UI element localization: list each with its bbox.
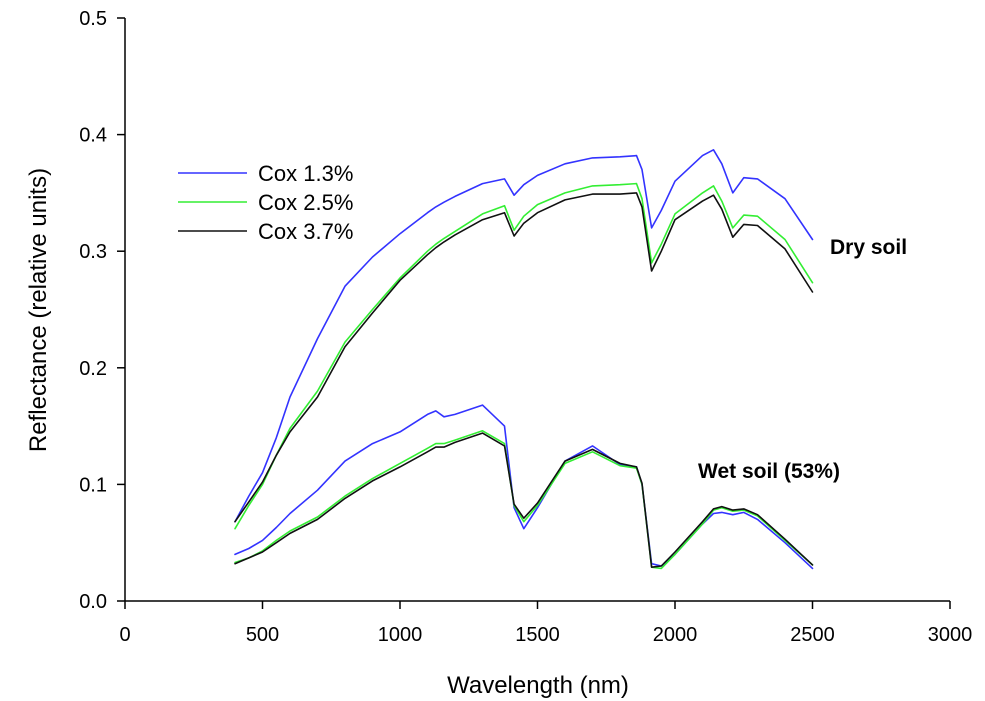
annotation-wet-soil: Wet soil (53%) [698, 460, 840, 483]
axes-group: 0 500 1000 1500 2000 2500 3000 0.0 0.1 0.2 0.3 0.4 0… [79, 8, 972, 646]
x-axis-label: Wavelength (nm) [447, 672, 629, 699]
x-tick-label: 3000 [928, 624, 973, 646]
x-tick-label: 1000 [378, 624, 423, 646]
series-line-cox-1-3-dry [234, 149, 814, 523]
y-tick-label: 0.1 [79, 474, 107, 496]
y-tick-label: 0.0 [79, 591, 107, 613]
series-group [234, 149, 814, 570]
y-tick-label: 0.3 [79, 241, 107, 263]
series-line-cox-2-5-dry [234, 182, 814, 530]
series-line-cox-2-5-wet [234, 429, 814, 570]
series-line-cox-3-7-wet [234, 432, 814, 569]
legend-label: Cox 3.7% [258, 219, 353, 244]
series-line-cox-1-3-wet [234, 404, 814, 570]
legend: Cox 1.3% Cox 2.5% Cox 3.7% [178, 161, 353, 244]
x-tick-label: 500 [246, 624, 279, 646]
series-line-cox-3-7-dry [234, 192, 814, 523]
y-axis-label: Reflectance (relative units) [25, 168, 52, 452]
x-tick-label: 2500 [790, 624, 835, 646]
legend-label: Cox 1.3% [258, 161, 353, 186]
annotation-dry-soil: Dry soil [830, 236, 907, 259]
y-tick-label: 0.5 [79, 8, 107, 30]
y-tick-label: 0.2 [79, 358, 107, 380]
y-tick-label: 0.4 [79, 125, 107, 147]
x-tick-label: 0 [119, 624, 130, 646]
legend-label: Cox 2.5% [258, 190, 353, 215]
x-tick-label: 1500 [515, 624, 560, 646]
x-tick-label: 2000 [653, 624, 698, 646]
